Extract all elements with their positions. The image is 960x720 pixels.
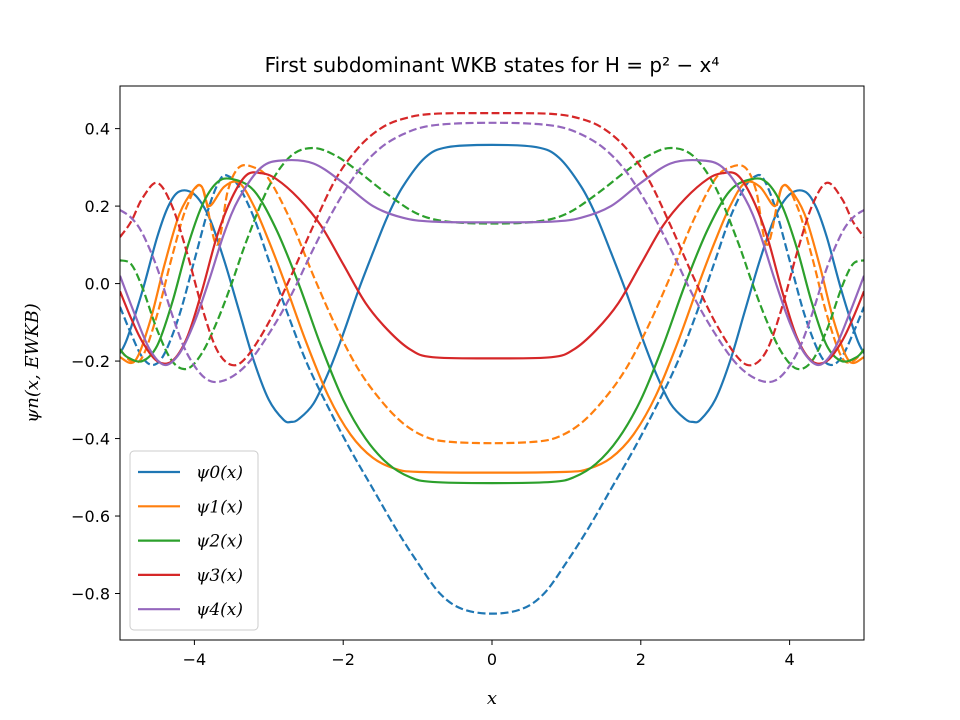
series-4-solid-line	[120, 158, 864, 367]
x-axis-label: x	[487, 688, 497, 709]
legend-label: ψ1(x)	[196, 497, 243, 517]
series-3-solid-line	[120, 171, 864, 365]
series-4-dashed-line	[120, 121, 864, 384]
y-tick-label: 0.2	[85, 197, 110, 216]
y-tick-label: 0.0	[85, 275, 110, 294]
legend-box	[129, 450, 259, 631]
series-0-solid-line	[120, 143, 864, 424]
y-tick-label: −0.8	[71, 585, 110, 604]
x-tick-label: 0	[487, 650, 497, 669]
legend-label: ψ3(x)	[196, 566, 243, 586]
y-tick-label: −0.2	[71, 352, 110, 371]
x-tick-label: 4	[785, 650, 795, 669]
y-tick-label: 0.4	[85, 120, 110, 139]
series-2-solid-line	[120, 177, 864, 485]
y-axis: −0.8 −0.6 −0.4 −0.2 0.0 0.2 0.4	[71, 120, 120, 604]
y-tick-label: −0.6	[71, 507, 110, 526]
x-tick-label: −4	[183, 650, 207, 669]
x-tick-label: 2	[636, 650, 646, 669]
series-2-dashed-line	[120, 146, 864, 371]
chart-title: First subdominant WKB states for H = p² …	[265, 53, 720, 77]
series-1-dashed-line	[120, 164, 864, 445]
x-tick-label: −2	[331, 650, 355, 669]
plot-lines	[120, 112, 864, 615]
series-0-dashed-line	[120, 173, 864, 615]
series-1-solid-line	[120, 180, 864, 474]
legend-label: ψ4(x)	[196, 600, 243, 620]
legend-label: ψ2(x)	[196, 532, 243, 552]
legend: ψ0(x) ψ1(x) ψ2(x) ψ3(x) ψ4(x)	[129, 450, 259, 631]
x-axis: −4 −2 0 2 4	[183, 640, 795, 669]
series-3-dashed-line	[120, 112, 864, 367]
y-tick-label: −0.4	[71, 430, 110, 449]
y-axis-label: ψn(x, EWKB)	[22, 303, 43, 423]
legend-label: ψ0(x)	[196, 463, 243, 483]
